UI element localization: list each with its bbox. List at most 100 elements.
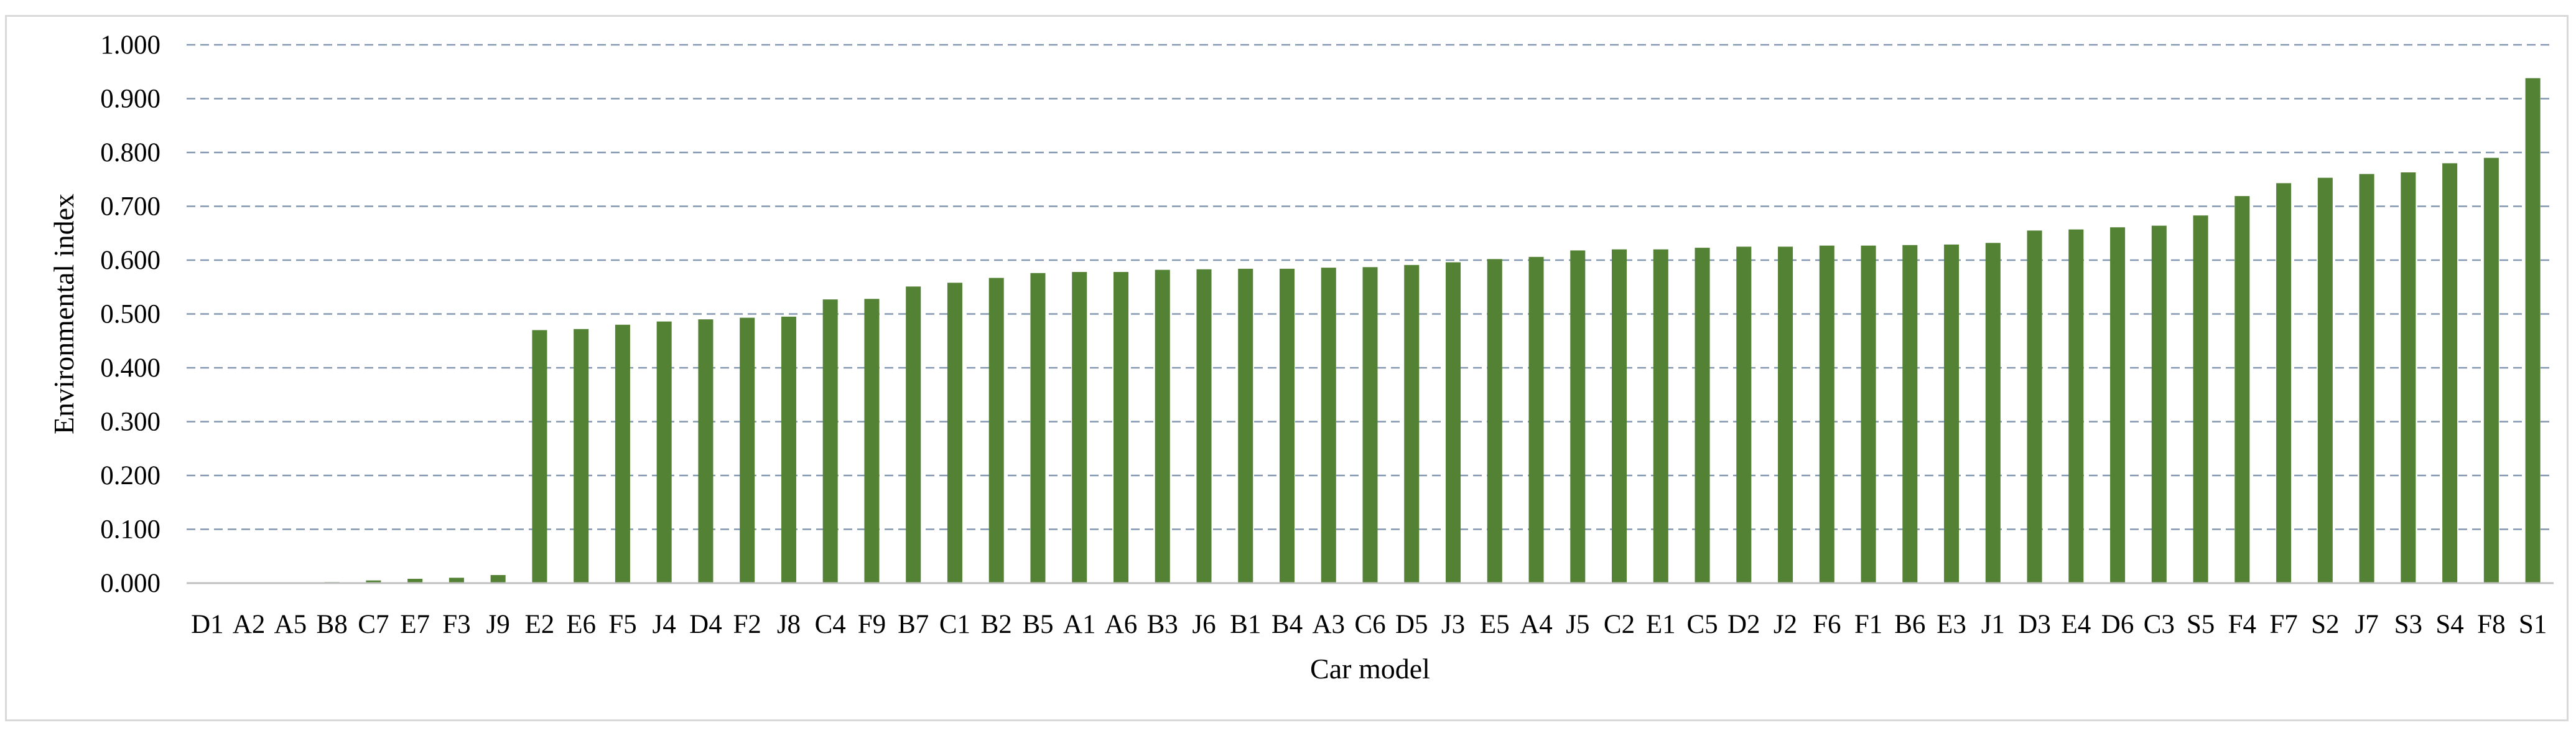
x-tick-label: D1 (191, 610, 224, 639)
bar-E3 (1944, 244, 1960, 583)
y-tick-label: 0.500 (100, 300, 160, 329)
bar-E7 (407, 579, 423, 583)
bar-D6 (2110, 227, 2126, 583)
x-tick-label: D6 (2101, 610, 2134, 639)
y-tick-label: 0.300 (100, 408, 160, 437)
y-axis-title: Environmental index (48, 194, 80, 434)
bar-J3 (1445, 262, 1461, 584)
bar-S1 (2525, 78, 2541, 583)
bar-B5 (1030, 273, 1046, 583)
bar-B3 (1155, 269, 1170, 583)
y-tick-label: 0.900 (100, 85, 160, 114)
x-tick-label: F9 (858, 610, 886, 639)
bar-A4 (1528, 256, 1544, 583)
bars (324, 78, 2541, 584)
x-tick-label: C1 (939, 610, 970, 639)
bar-B7 (906, 286, 921, 583)
bar-B1 (1238, 268, 1253, 583)
x-tick-label: J9 (486, 610, 510, 639)
x-tick-label: E4 (2061, 610, 2091, 639)
bar-S3 (2401, 172, 2416, 583)
y-axis-tick-labels: 0.000 0.100 0.200 0.300 0.400 0.500 0.600 0.700… (100, 30, 160, 598)
x-tick-label: B1 (1230, 610, 1261, 639)
x-tick-label: J7 (2355, 610, 2378, 639)
x-tick-label: S3 (2394, 610, 2422, 639)
x-tick-label: J1 (1981, 610, 2005, 639)
x-tick-label: A1 (1063, 610, 1096, 639)
x-axis-tick-labels: D1 A2 A5 B8 C7 E7 F3 J9 E2 E6 F5 J4 D4 F2 J8 C4 F9 B7 C1 B2… (191, 610, 2547, 639)
bar-F2 (740, 317, 755, 583)
bar-C1 (947, 283, 962, 583)
y-tick-label: 0.400 (100, 353, 160, 383)
x-tick-label: D4 (689, 610, 722, 639)
x-tick-label: J4 (653, 610, 676, 639)
bar-S5 (2193, 215, 2208, 584)
bar-E5 (1487, 259, 1502, 583)
bar-C3 (2151, 225, 2167, 583)
x-tick-label: A3 (1312, 610, 1345, 639)
x-tick-label: C4 (815, 610, 846, 639)
y-tick-label: 0.000 (100, 569, 160, 598)
x-tick-label: B5 (1022, 610, 1053, 639)
bar-J8 (781, 316, 796, 583)
bar-A3 (1321, 268, 1336, 583)
x-tick-label: F2 (733, 610, 761, 639)
x-tick-label: E2 (525, 610, 555, 639)
bar-B2 (988, 278, 1004, 583)
bar-B4 (1279, 268, 1295, 583)
bar-A1 (1072, 272, 1087, 583)
x-tick-label: S1 (2519, 610, 2547, 639)
bar-F6 (1819, 245, 1834, 583)
bar-J6 (1196, 269, 1212, 583)
x-tick-label: C5 (1686, 610, 1718, 639)
bar-F4 (2234, 196, 2250, 583)
x-tick-label: C6 (1354, 610, 1385, 639)
x-tick-label: J6 (1192, 610, 1216, 639)
x-tick-label: E6 (566, 610, 596, 639)
x-tick-label: B8 (317, 610, 348, 639)
x-tick-label: C2 (1604, 610, 1635, 639)
x-tick-label: E7 (400, 610, 430, 639)
bar-J9 (490, 575, 506, 583)
x-tick-label: E3 (1937, 610, 1966, 639)
bar-D3 (2027, 230, 2042, 583)
x-tick-label: B4 (1272, 610, 1303, 639)
bar-F7 (2276, 183, 2292, 583)
x-tick-label: F3 (442, 610, 470, 639)
bar-E6 (574, 329, 589, 583)
bar-J5 (1570, 250, 1586, 583)
y-tick-label: 0.600 (100, 246, 160, 275)
x-tick-label: F8 (2477, 610, 2505, 639)
x-tick-label: D5 (1395, 610, 1428, 639)
bar-B6 (1902, 245, 1918, 583)
x-tick-label: F6 (1813, 610, 1841, 639)
x-tick-label: S5 (2187, 610, 2215, 639)
x-tick-label: C7 (358, 610, 389, 639)
x-tick-label: B3 (1147, 610, 1178, 639)
x-tick-label: F7 (2269, 610, 2297, 639)
x-tick-label: F1 (1854, 610, 1882, 639)
x-tick-label: E1 (1646, 610, 1676, 639)
x-tick-label: D3 (2018, 610, 2051, 639)
bar-C6 (1362, 267, 1378, 583)
y-tick-label: 1.000 (100, 30, 160, 60)
bar-F3 (449, 578, 464, 583)
x-axis-title: Car model (1310, 653, 1430, 685)
bar-F8 (2483, 157, 2499, 583)
bar-J4 (656, 321, 672, 583)
x-tick-label: D2 (1727, 610, 1760, 639)
bar-J1 (1985, 243, 2001, 583)
bar-D4 (698, 319, 714, 583)
bar-D2 (1736, 246, 1752, 583)
y-tick-label: 0.800 (100, 138, 160, 167)
x-tick-label: B6 (1894, 610, 1925, 639)
x-tick-label: F4 (2228, 610, 2256, 639)
y-tick-label: 0.100 (100, 515, 160, 545)
bar-C2 (1612, 249, 1627, 583)
x-tick-label: J8 (777, 610, 801, 639)
bar-D5 (1404, 264, 1420, 583)
bar-E4 (2068, 229, 2084, 583)
bar-F5 (615, 324, 630, 583)
x-tick-label: F5 (608, 610, 636, 639)
